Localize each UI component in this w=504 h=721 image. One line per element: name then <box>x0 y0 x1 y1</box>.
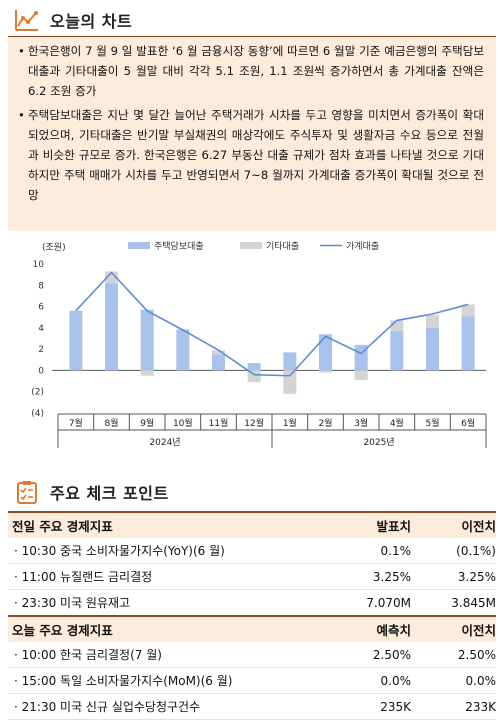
indicator-previous: 0.0% <box>411 667 496 694</box>
table-row: · 11:00 뉴질랜드 금리결정 3.25% 3.25% <box>8 563 496 590</box>
bullet-text: 주택담보대출은 지난 몇 달간 늘어난 주택거래가 시차를 두고 영향을 미치면… <box>28 108 484 202</box>
indicator-previous: 3.25% <box>411 563 496 590</box>
table-row: · 10:30 중국 소비자물가지수(YoY)(6 월) 0.1% (0.1%) <box>8 538 496 564</box>
y-tick-label: 8 <box>38 281 44 291</box>
x-tick-label: 7월 <box>69 417 83 429</box>
y-tick-label: 10 <box>33 260 45 270</box>
indicator-actual: 0.1% <box>321 538 411 564</box>
bar-mortgage <box>140 309 154 371</box>
legend-swatch <box>240 242 262 249</box>
header-forecast: 예측치 <box>321 615 411 642</box>
table-row: · 21:30 미국 신규 실업수당청구건수 235K 233K <box>8 693 496 720</box>
bullet-text: 한국은행이 7 월 9 일 발표한 ‘6 월 금융시장 동향’에 따르면 6 월… <box>28 44 484 98</box>
x-tick-label: 11월 <box>209 417 229 429</box>
section-title: 주요 체크 포인트 <box>50 484 169 503</box>
line-household-loan <box>75 271 469 377</box>
legend-label: 주택담보대출 <box>154 240 204 252</box>
table-header-row: 전일 주요 경제지표 발표치 이전치 <box>8 511 496 538</box>
unit-label: (조원) <box>42 242 66 253</box>
x-tick-label: 10월 <box>173 417 193 429</box>
y-tick-label: (4) <box>31 409 44 419</box>
bullet-item: • 한국은행이 7 월 9 일 발표한 ‘6 월 금융시장 동향’에 따르면 6… <box>18 41 484 101</box>
bar-other-loan <box>283 370 297 394</box>
bar-other-loan <box>212 350 225 355</box>
bar-mortgage <box>212 354 225 371</box>
bar-other-loan <box>105 271 118 284</box>
indicator-name: · 10:30 중국 소비자물가지수(YoY)(6 월) <box>8 538 321 564</box>
indicator-previous: 233K <box>411 693 496 720</box>
indicator-forecast: 235K <box>321 693 411 720</box>
indicator-name: · 11:00 뉴질랜드 금리결정 <box>8 563 321 590</box>
indicator-previous: 2.50% <box>411 642 496 668</box>
y-tick-label: 6 <box>38 303 44 313</box>
legend-label: 가계대출 <box>346 240 379 252</box>
header-indicator: 오늘 주요 경제지표 <box>8 615 321 642</box>
bar-other-loan <box>247 370 261 383</box>
x-tick-label: 6월 <box>461 417 475 429</box>
bar-mortgage <box>69 310 83 371</box>
indicator-name: · 10:00 한국 금리결정(7 월) <box>8 642 321 668</box>
y-tick-label: 2 <box>38 345 44 355</box>
bullet-item: • 주택담보대출은 지난 몇 달간 늘어난 주택거래가 시차를 두고 영향을 미… <box>18 105 484 205</box>
indicator-forecast: 0.0% <box>321 667 411 694</box>
indicators-table: 전일 주요 경제지표 발표치 이전치 · 10:30 중국 소비자물가지수(Yo… <box>8 511 496 720</box>
household-loan-chart: (조원) 10 8 6 4 2 0 (2) (4) 7월 8월 9월 10월 11월 12월 1월 2월 3월 4월… <box>31 240 487 448</box>
bar-mortgage <box>283 352 297 371</box>
bar-mortgage <box>390 331 404 371</box>
bar-mortgage <box>247 362 261 371</box>
header-previous: 이전치 <box>411 615 496 642</box>
x-tick-label: 5월 <box>425 417 439 429</box>
header-indicator: 전일 주요 경제지표 <box>8 511 321 538</box>
table-header-row: 오늘 주요 경제지표 예측치 이전치 <box>8 615 496 642</box>
section-title: 오늘의 차트 <box>50 12 133 31</box>
bar-other-loan <box>461 304 475 317</box>
bar-other-loan <box>426 315 439 328</box>
x-tick-label: 12월 <box>244 417 264 429</box>
indicator-previous: (0.1%) <box>411 538 496 564</box>
x-tick-label: 1월 <box>283 417 297 429</box>
commentary-box: • 한국은행이 7 월 9 일 발표한 ‘6 월 금융시장 동향’에 따르면 6… <box>8 37 496 231</box>
indicator-actual: 7.070M <box>321 589 411 617</box>
y-tick-label: 4 <box>38 324 44 334</box>
header-previous: 이전치 <box>411 511 496 538</box>
y-tick-label: 0 <box>38 366 44 376</box>
year-label: 2025년 <box>363 437 394 448</box>
indicator-forecast: 2.50% <box>321 642 411 668</box>
x-tick-label: 2월 <box>318 417 332 429</box>
indicator-actual: 3.25% <box>321 563 411 590</box>
bar-mortgage <box>461 316 475 371</box>
bar-other-loan <box>140 370 154 376</box>
chart-area: (조원) 10 8 6 4 2 0 (2) (4) 7월 8월 9월 10월 11월 12월 1월 2월 3월 4월… <box>8 234 496 456</box>
bar-other-loan <box>319 370 332 373</box>
y-tick-label: (2) <box>31 388 44 398</box>
x-tick-label: 9월 <box>140 417 154 429</box>
year-label: 2024년 <box>149 437 180 448</box>
indicator-previous: 3.845M <box>411 589 496 617</box>
indicator-name: · 23:30 미국 원유재고 <box>8 589 321 617</box>
line-chart-icon <box>15 10 38 31</box>
indicator-name: · 21:30 미국 신규 실업수당청구건수 <box>8 693 321 720</box>
header-actual: 발표치 <box>321 511 411 538</box>
table-row: · 10:00 한국 금리결정(7 월) 2.50% 2.50% <box>8 642 496 668</box>
legend-swatch <box>128 242 150 249</box>
indicator-name: · 15:00 독일 소비자물가지수(MoM)(6 월) <box>8 667 321 694</box>
legend-label: 기타대출 <box>266 241 299 252</box>
chart-section-header: 오늘의 차트 <box>8 5 496 35</box>
bullet-dot: • <box>18 44 25 58</box>
bullet-dot: • <box>18 108 25 122</box>
table-row: · 23:30 미국 원유재고 7.070M 3.845M <box>8 589 496 617</box>
x-tick-label: 8월 <box>104 417 118 429</box>
bar-mortgage <box>426 327 439 371</box>
x-tick-label: 3월 <box>354 417 368 429</box>
bar-mortgage <box>176 329 190 371</box>
bar-mortgage <box>319 334 332 371</box>
checklist-icon <box>17 481 37 504</box>
x-tick-label: 4월 <box>390 417 404 429</box>
checkpoint-section-header: 주요 체크 포인트 <box>8 477 496 507</box>
bar-other-loan <box>390 320 404 332</box>
table-row: · 15:00 독일 소비자물가지수(MoM)(6 월) 0.0% 0.0% <box>8 667 496 694</box>
bar-mortgage <box>105 283 118 371</box>
bar-other-loan <box>354 370 368 381</box>
